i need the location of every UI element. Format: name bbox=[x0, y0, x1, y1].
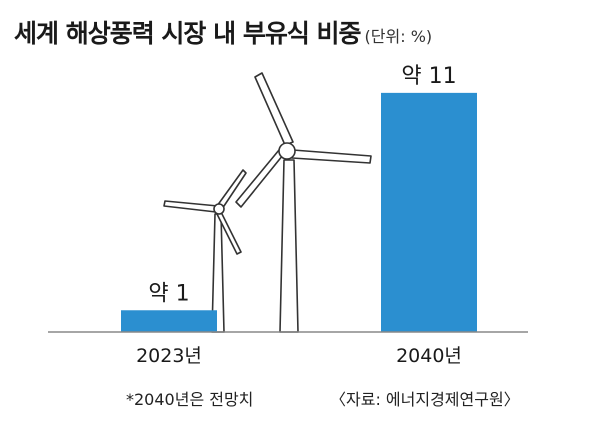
large-turbine-blade-icon bbox=[254, 72, 294, 146]
wind-turbine-illustration bbox=[163, 72, 372, 333]
unit-label: (단위: %) bbox=[364, 27, 433, 46]
bar-0 bbox=[121, 310, 217, 332]
data-label-0: 약 1 bbox=[148, 281, 189, 306]
category-label-1: 2040년 bbox=[396, 345, 462, 367]
footnote: *2040년은 전망치 bbox=[126, 390, 254, 409]
title-text: 세계 해상풍력 시장 내 부유식 비중 bbox=[14, 19, 362, 48]
small-turbine-blade-icon bbox=[163, 200, 219, 213]
category-label-0: 2023년 bbox=[136, 345, 202, 367]
chart-title: 세계 해상풍력 시장 내 부유식 비중 (단위: %) bbox=[14, 14, 432, 50]
small-turbine-hub-icon bbox=[213, 203, 225, 215]
bar-1 bbox=[381, 92, 477, 332]
large-turbine-blade-icon bbox=[291, 149, 372, 164]
data-label-1: 약 11 bbox=[401, 64, 456, 89]
source-note: 〈자료: 에너지경제연구원〉 bbox=[330, 390, 520, 409]
large-turbine-tower-icon bbox=[279, 159, 299, 333]
large-turbine-hub-icon bbox=[278, 142, 296, 160]
bars-group: 약 1 2023년 약 11 2040년 bbox=[121, 64, 477, 367]
